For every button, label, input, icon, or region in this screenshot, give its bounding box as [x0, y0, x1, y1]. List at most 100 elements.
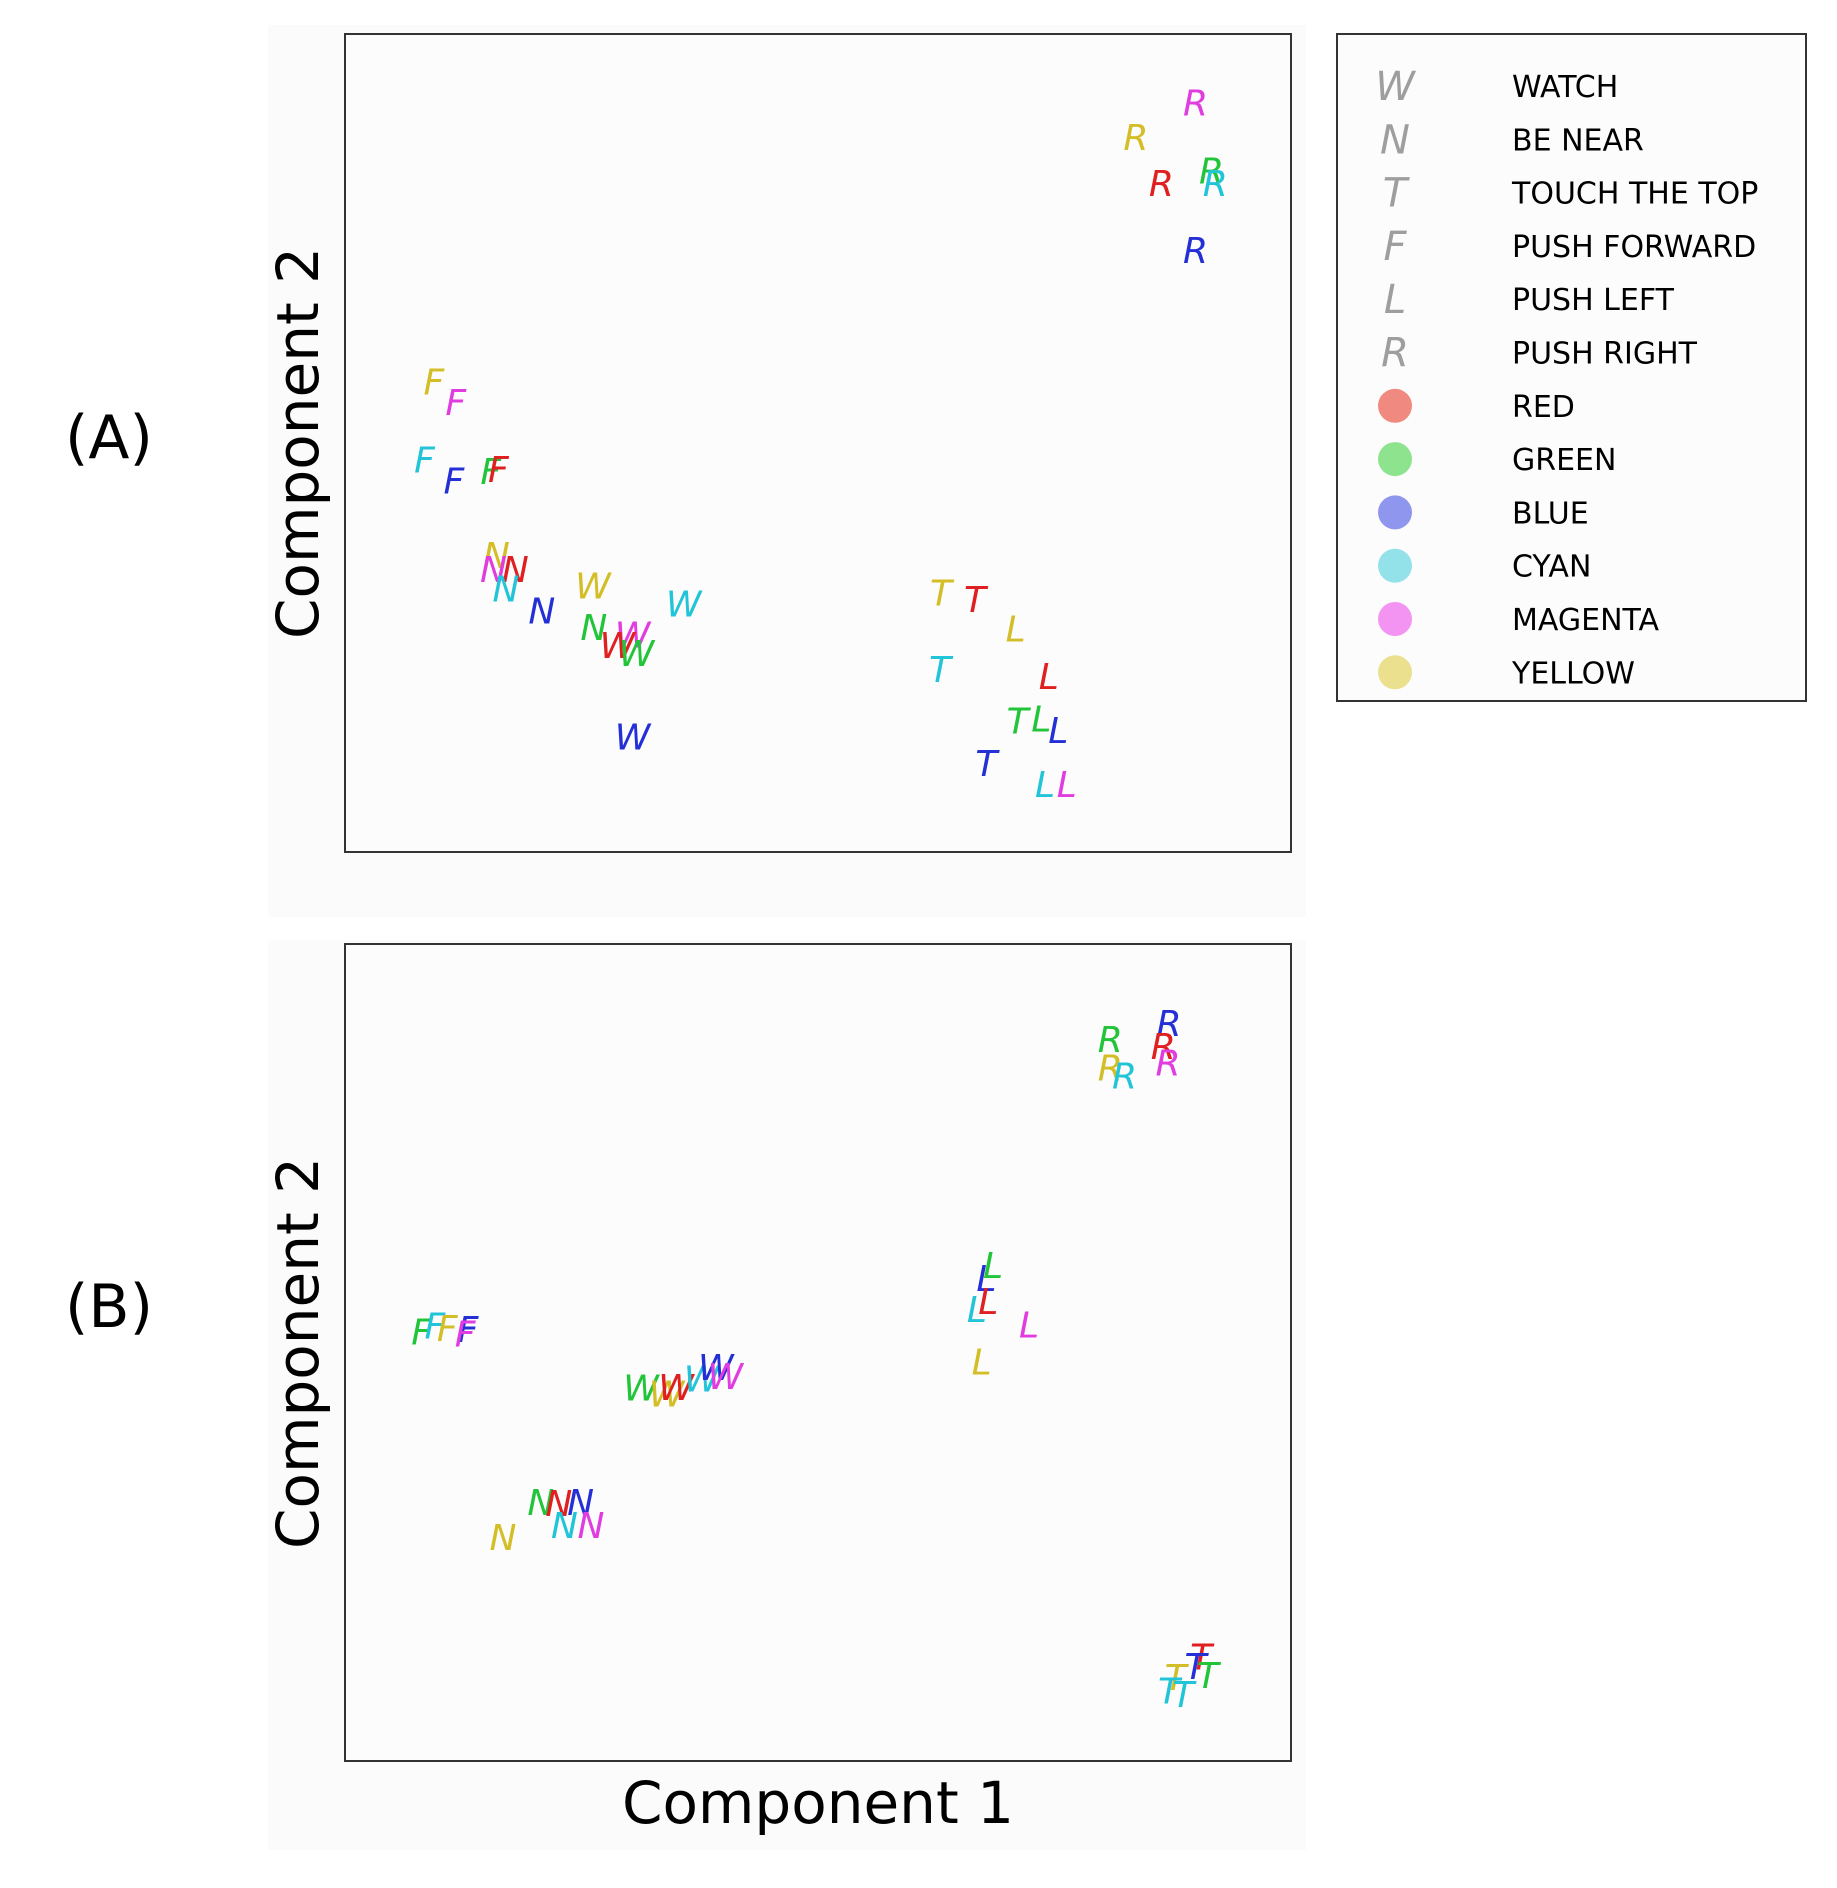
plot-b-point-w-yellow: W: [649, 1374, 686, 1415]
plot-b-point-n-magenta: N: [578, 1506, 605, 1547]
plot-b-point-r-green: R: [1098, 1020, 1123, 1061]
plot-b-point-l-yellow: L: [972, 1343, 992, 1384]
plot-a-point-n-cyan: N: [492, 570, 519, 611]
plot-a-point-f-cyan: F: [414, 440, 436, 481]
plot-a-point-n-green: N: [580, 608, 607, 649]
legend-color-label-yellow: YELLOW: [1511, 656, 1635, 691]
plot-b-point-r-magenta: R: [1155, 1044, 1180, 1085]
legend-color-swatch-green: [1378, 442, 1412, 477]
plot-a-point-f-magenta: F: [445, 383, 467, 424]
legend-task-glyph-l: L: [1384, 277, 1406, 323]
plot-b-point-r-blue: R: [1156, 1004, 1181, 1045]
plot-a-point-r-red: R: [1149, 164, 1174, 205]
legend-task-label-n: BE NEAR: [1512, 123, 1644, 158]
legend-color-swatch-yellow: [1378, 655, 1412, 690]
legend: W WATCH N BE NEAR T TOUCH THE TOP F PUSH FORWAR…: [1336, 33, 1807, 702]
plot-b-point-w-green: W: [623, 1369, 660, 1410]
legend-task-glyph-f: F: [1383, 224, 1407, 270]
legend-color-label-green: GREEN: [1512, 443, 1616, 478]
plot-b-point-r-red: R: [1151, 1027, 1176, 1068]
plot-a-point-w-green: W: [619, 634, 656, 675]
plot-b-point-n-yellow: N: [490, 1518, 517, 1559]
plot-b-point-n-green: N: [527, 1483, 554, 1524]
plot-a-point-l-green: L: [1031, 700, 1051, 741]
legend-task-label-t: TOUCH THE TOP: [1511, 177, 1758, 212]
legend-task-glyph-w: W: [1375, 64, 1416, 110]
plot-b-point-l-magenta: L: [1019, 1306, 1039, 1347]
plot-b-point-f-yellow: F: [437, 1309, 459, 1350]
plot-a-point-t-cyan: T: [929, 650, 954, 691]
plot-b-point-t-cyan: T: [1158, 1672, 1183, 1713]
plot-b-point-r-yellow: R: [1098, 1048, 1123, 1089]
legend-task-label-r: PUSH RIGHT: [1512, 337, 1698, 372]
plot-a-point-n-magenta: N: [480, 550, 507, 591]
plot-a-point-w-blue: W: [615, 718, 652, 759]
legend-frame: [1336, 33, 1807, 702]
plot-a-point-t-blue: T: [975, 744, 1000, 785]
plot-b-ylabel: Component 2: [264, 1157, 332, 1549]
plot-b-point-w-red: W: [658, 1368, 695, 1409]
plot-a-ylabel: Component 2: [264, 247, 332, 639]
legend-task-label-l: PUSH LEFT: [1512, 283, 1675, 318]
legend-task-label-w: WATCH: [1512, 70, 1618, 105]
plot-b-frame: [344, 943, 1292, 1762]
plot-b-point-l-cyan: L: [967, 1290, 987, 1331]
plot-a-point-f-red: F: [488, 450, 510, 491]
legend-task-label-f: PUSH FORWARD: [1512, 230, 1756, 265]
legend-task-glyph-t: T: [1383, 171, 1411, 217]
plot-b-point-r-cyan: R: [1112, 1057, 1137, 1098]
plot-b-point-f-blue: F: [458, 1310, 480, 1351]
plot-b-point-t-red: T: [1190, 1637, 1215, 1678]
plot-a-point-f-green: F: [480, 452, 502, 493]
legend-color-label-blue: BLUE: [1512, 496, 1589, 531]
plot-b-point-t-yellow: T: [1165, 1658, 1190, 1699]
plot-b-point-w-cyan: W: [684, 1360, 721, 1401]
plot-a-point-l-yellow: L: [1006, 610, 1026, 651]
plot-a-point-w-cyan: W: [666, 584, 703, 625]
legend-rows: W WATCH N BE NEAR T TOUCH THE TOP F PUSH FORWAR…: [1375, 64, 1758, 691]
legend-task-glyph-n: N: [1380, 117, 1410, 163]
plot-b-point-n-red: N: [545, 1484, 572, 1525]
plot-a-point-l-red: L: [1039, 657, 1059, 698]
plot-a-point-l-cyan: L: [1035, 765, 1055, 806]
plot-b-point-w-magenta: W: [707, 1357, 744, 1398]
plot-a-point-n-yellow: N: [483, 536, 510, 577]
legend-color-label-magenta: MAGENTA: [1512, 603, 1660, 638]
plot-a-frame: [344, 33, 1292, 853]
panel-label-b: (B): [65, 1272, 153, 1342]
plot-b-point-n-blue: N: [567, 1483, 594, 1524]
legend-color-swatch-cyan: [1378, 548, 1412, 583]
legend-task-glyph-r: R: [1381, 331, 1409, 377]
plot-a-point-l-blue: L: [1048, 711, 1068, 752]
plot-a-point-r-yellow: R: [1123, 118, 1148, 159]
plot-b-xlabel: Component 1: [622, 1769, 1014, 1837]
plot-a-point-t-green: T: [1007, 701, 1032, 742]
plot-a-point-t-red: T: [964, 580, 989, 621]
legend-color-label-red: RED: [1512, 390, 1575, 425]
plot-b-point-t-blue: T: [1185, 1647, 1210, 1688]
plot-b-point-t-cyan: T: [1172, 1675, 1197, 1716]
plot-a-point-r-cyan: R: [1203, 164, 1228, 205]
legend-color-swatch-red: [1378, 388, 1412, 423]
plot-a-point-n-blue: N: [528, 592, 555, 633]
plot-a-point-r-green: R: [1199, 152, 1224, 193]
plot-a-point-w-magenta: W: [615, 615, 652, 656]
plot-a-point-w-yellow: W: [575, 566, 612, 607]
plot-b-point-l-green: L: [983, 1246, 1003, 1287]
legend-color-label-cyan: CYAN: [1512, 550, 1591, 585]
plot-a-point-r-blue: R: [1183, 231, 1208, 272]
plot-b-point-t-green: T: [1197, 1656, 1222, 1697]
plot-a-point-t-yellow: T: [930, 574, 955, 615]
plot-a-point-f-blue: F: [443, 462, 465, 503]
plot-b-point-n-cyan: N: [551, 1506, 578, 1547]
plot-b-point-w-blue: W: [698, 1348, 735, 1389]
plot-b-point-l-red: L: [978, 1282, 998, 1323]
plot-a-point-w-red: W: [600, 626, 637, 667]
panel-label-a: (A): [65, 403, 153, 473]
plot-a-point-f-yellow: F: [424, 363, 446, 404]
